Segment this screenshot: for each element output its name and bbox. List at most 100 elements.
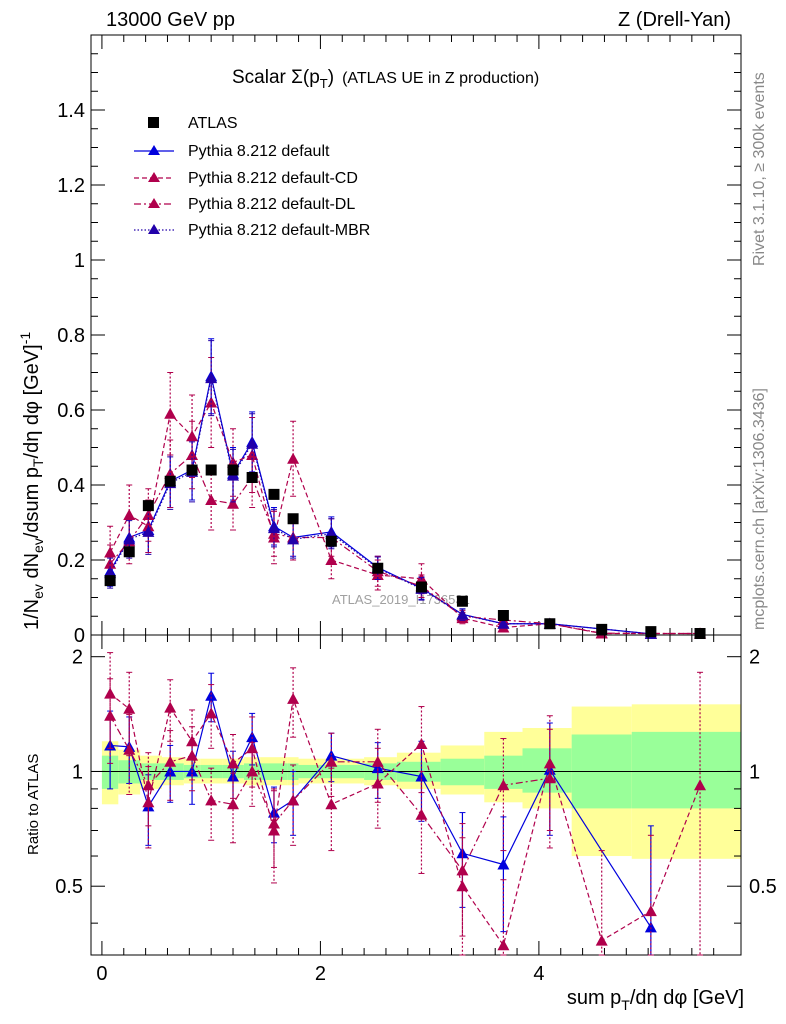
main-atlas-point bbox=[497, 610, 509, 621]
ratio-pythia-8-212-default-dl-point bbox=[267, 817, 280, 829]
ylabel-sup: -1 bbox=[17, 332, 33, 345]
ratio-pythia-8-212-default-dl-point bbox=[287, 794, 300, 806]
ratio-pythia-8-212-default-dl-point bbox=[164, 755, 177, 767]
main-atlas-point bbox=[164, 475, 176, 487]
main-pythia-8-212-default-mbr-point bbox=[456, 608, 469, 620]
ratio-y-tick-label: 0.5 bbox=[55, 876, 83, 898]
main-atlas-point bbox=[372, 562, 384, 574]
main-pythia-8-212-default-dl-point bbox=[205, 494, 218, 505]
main-y-tick-label: 1.4 bbox=[57, 100, 85, 122]
main-atlas-point bbox=[205, 464, 217, 476]
ratio-stat-band bbox=[440, 758, 485, 786]
ratio-pythia-8-212-default-dl-point bbox=[142, 779, 155, 791]
xlabel-s1: T bbox=[621, 997, 630, 1013]
main-atlas-point bbox=[544, 618, 556, 630]
ratio-y-tick-label-right: 0.5 bbox=[749, 876, 777, 898]
ylabel-s1: ev bbox=[30, 584, 46, 599]
main-atlas-point bbox=[142, 500, 154, 512]
ratio-pythia-8-212-default-cd-point bbox=[325, 798, 338, 810]
ratio-pythia-8-212-default-cd-point bbox=[456, 880, 469, 892]
x-axis-label: sum pT/dη dφ [GeV] bbox=[567, 987, 744, 1013]
ratio-pythia-8-212-default-dl-point bbox=[186, 749, 199, 761]
main-y-tick-label: 0.4 bbox=[57, 475, 85, 497]
xlabel-p1: sum p bbox=[567, 987, 621, 1009]
ratio-x-tick-label: 2 bbox=[315, 963, 326, 985]
ratio-pythia-8-212-default-dl-point bbox=[246, 765, 259, 777]
main-pythia-8-212-default-cd-point bbox=[164, 407, 177, 419]
ylabel-p4: /dη dφ [GeV] bbox=[21, 344, 43, 458]
ratio-pythia-8-212-default-point bbox=[246, 731, 259, 743]
ratio-pythia-8-212-default-cd-point bbox=[497, 939, 510, 951]
plot-title-close: ) bbox=[328, 67, 334, 88]
rivet-label: Rivet 3.1.10, ≥ 300k events bbox=[751, 72, 768, 266]
ratio-pythia-8-212-default-cd-point bbox=[644, 905, 657, 917]
ratio-pythia-8-212-default-point bbox=[497, 858, 510, 870]
ratio-pythia-8-212-default-cd-point bbox=[227, 757, 240, 769]
ylabel-s3: T bbox=[30, 458, 46, 467]
ratio-y-tick-label-right: 2 bbox=[749, 647, 760, 669]
legend-marker-default bbox=[148, 145, 160, 155]
main-y-tick-label: 1.2 bbox=[57, 175, 85, 197]
main-plot-panel: 0 0.2 0.4 0.6 0.8 1 1.2 1.4 ATLAS_2019_I1736531… bbox=[17, 34, 742, 647]
xlabel-p2: /dη dφ [GeV] bbox=[630, 987, 744, 1009]
main-pythia-8-212-default-mbr-point bbox=[205, 372, 218, 384]
ratio-pythia-8-212-default-dl-point bbox=[205, 794, 218, 806]
ratio-x-tick-label: 0 bbox=[96, 963, 107, 985]
main-atlas-point bbox=[186, 464, 198, 476]
ratio-y-tick-label-right: 1 bbox=[749, 761, 760, 783]
ratio-y-tick-label: 1 bbox=[72, 761, 83, 783]
main-atlas-point bbox=[415, 581, 427, 593]
legend-atlas: ATLAS bbox=[188, 115, 238, 132]
main-y-ticks bbox=[91, 35, 741, 636]
plot-title-sub: T bbox=[320, 76, 328, 91]
ratio-series bbox=[104, 652, 707, 956]
ratio-pythia-8-212-default-dl-point bbox=[371, 755, 384, 767]
main-pythia-8-212-default-cd-point bbox=[325, 554, 338, 565]
main-atlas-point bbox=[645, 626, 657, 638]
ratio-pythia-8-212-default-dl-line bbox=[109, 715, 550, 872]
ratio-pythia-8-212-default-point bbox=[205, 689, 218, 701]
main-y-tick-label: 0.6 bbox=[57, 400, 85, 422]
ratio-x-tick-label: 4 bbox=[533, 963, 544, 985]
ratio-y-tick-label: 2 bbox=[72, 647, 83, 669]
main-pythia-8-212-default-mbr-point bbox=[287, 533, 300, 545]
main-pythia-8-212-default-mbr-point bbox=[267, 522, 280, 534]
main-y-tick-label: 0.2 bbox=[57, 550, 85, 572]
main-pythia-8-212-default-cd-point bbox=[287, 452, 300, 464]
main-y-tick-label: 0.8 bbox=[57, 325, 85, 347]
ratio-ticks bbox=[91, 635, 741, 955]
analysis-watermark: ATLAS_2019_I1736531 bbox=[332, 592, 470, 607]
ylabel-p1: 1/N bbox=[21, 599, 43, 630]
legend-cd: Pythia 8.212 default-CD bbox=[188, 170, 358, 187]
main-atlas-point bbox=[287, 513, 299, 525]
ratio-pythia-8-212-default-dl-point bbox=[456, 864, 469, 876]
main-y-tick-label: 1 bbox=[74, 250, 85, 272]
ratio-pythia-8-212-default-point bbox=[644, 921, 657, 933]
ratio-pythia-8-212-default-dl-point bbox=[497, 779, 510, 791]
legend-marker-mbr bbox=[148, 224, 160, 234]
legend-marker-atlas bbox=[148, 117, 159, 128]
main-pythia-8-212-default-cd-point bbox=[104, 546, 117, 558]
main-pythia-8-212-default-dl-point bbox=[227, 497, 240, 509]
main-pythia-8-212-default-mbr-line bbox=[109, 377, 651, 635]
ratio-pythia-8-212-default-dl-point bbox=[123, 743, 136, 755]
main-y-axis-label: 1/Nev dNev/dsum pT/dη dφ [GeV]-1 bbox=[17, 332, 46, 630]
main-atlas-point bbox=[227, 464, 239, 476]
ratio-pythia-8-212-default-point bbox=[371, 762, 384, 774]
legend-mbr: Pythia 8.212 default-MBR bbox=[188, 222, 370, 239]
ratio-stat-band bbox=[631, 731, 741, 809]
main-series bbox=[104, 338, 707, 639]
ratio-pythia-8-212-default-dl-point bbox=[227, 798, 240, 810]
ratio-pythia-8-212-default-dl-point bbox=[325, 755, 338, 767]
plot-title: Scalar Σ(pT) (ATLAS UE in Z production) bbox=[232, 67, 539, 91]
legend-dl: Pythia 8.212 default-DL bbox=[188, 196, 355, 213]
ratio-pythia-8-212-default-cd-point bbox=[287, 692, 300, 704]
ratio-tick-labels: 0.5 0.5 1 1 2 2 0 2 4 bbox=[55, 647, 777, 985]
ratio-pythia-8-212-default-cd-point bbox=[186, 735, 199, 747]
main-pythia-8-212-default-cd-point bbox=[186, 430, 199, 442]
main-y-tick-label: 0 bbox=[74, 625, 85, 647]
ratio-frame bbox=[90, 634, 742, 956]
header-left: 13000 GeV pp bbox=[106, 9, 235, 31]
legend-default: Pythia 8.212 default bbox=[188, 143, 330, 160]
